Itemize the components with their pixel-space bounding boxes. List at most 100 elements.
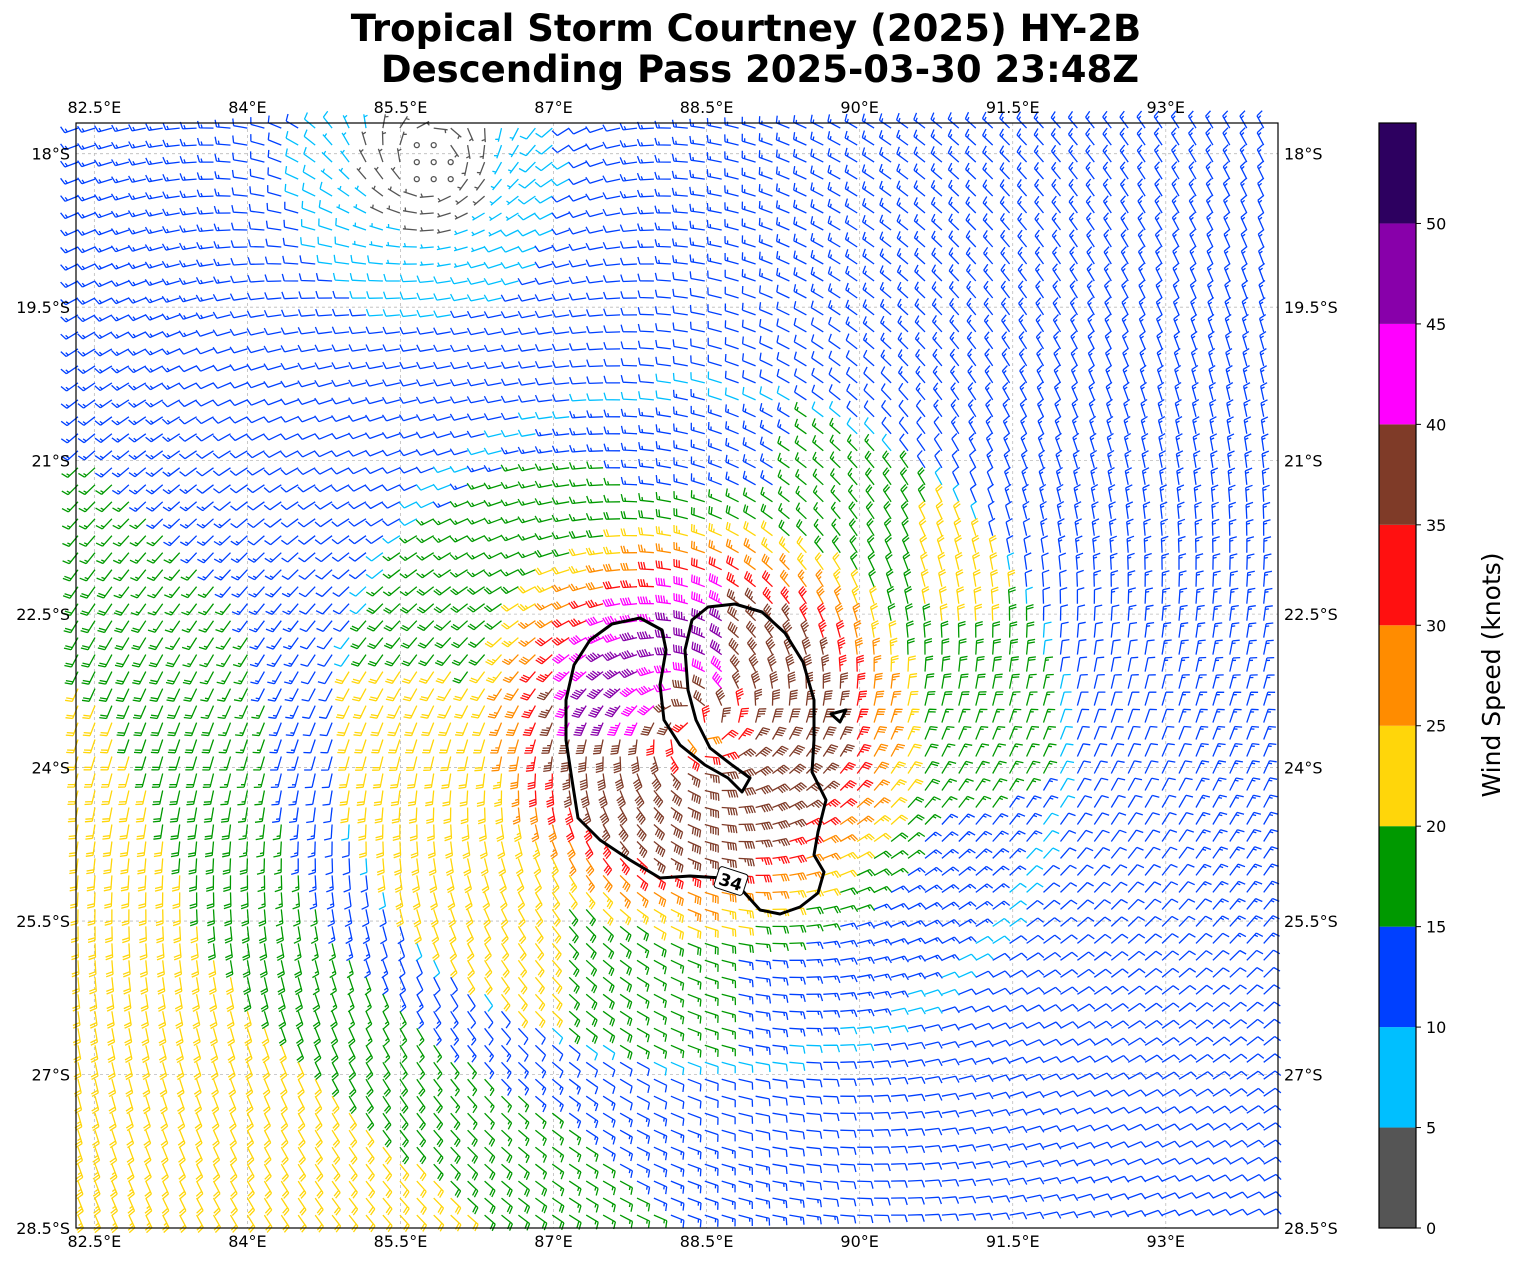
wind-barb (415, 518, 434, 526)
wind-barb (138, 909, 147, 927)
wind-barb (264, 274, 282, 283)
wind-barb (162, 1214, 170, 1233)
wind-barb (1059, 829, 1077, 842)
wind-barb (992, 778, 1008, 791)
wind-barb (214, 119, 231, 129)
wind-barb (551, 293, 570, 302)
wind-barb (483, 535, 502, 542)
wind-barb (704, 1095, 719, 1108)
wind-barb (433, 960, 441, 979)
wind-barb (1144, 967, 1163, 978)
wind-barb (1077, 968, 1095, 978)
wind-barb (789, 1078, 806, 1089)
wind-barb (924, 1127, 943, 1136)
wind-barb (203, 807, 215, 823)
wind-barb (562, 773, 571, 791)
wind-barb (1177, 535, 1186, 553)
wind-barb (1009, 777, 1025, 791)
wind-barb (585, 858, 595, 877)
wind-barb (704, 1146, 719, 1159)
wind-barb (775, 115, 790, 129)
wind-barb (192, 994, 200, 1012)
wind-barb (386, 705, 401, 719)
wind-barb (195, 467, 214, 477)
wind-barb (551, 875, 560, 894)
lon-tick-label-bottom: 84°E (228, 1232, 266, 1251)
wind-barb (758, 150, 773, 163)
wind-barb (914, 281, 926, 299)
wind-barb (947, 129, 960, 146)
wind-barb (1189, 229, 1197, 248)
wind-barb (164, 603, 181, 616)
wind-barb (377, 875, 386, 893)
wind-barb (398, 449, 418, 457)
wind-barb (571, 705, 587, 719)
wind-barb (450, 144, 460, 158)
wind-barb (857, 956, 875, 965)
wind-barb (1246, 725, 1260, 740)
wind-barb (1026, 987, 1045, 995)
wind-barb (416, 1078, 426, 1097)
wind-barb (687, 1078, 702, 1092)
wind-barb (1240, 229, 1248, 248)
wind-barb (907, 831, 926, 842)
wind-barb (602, 1095, 616, 1111)
wind-barb (111, 433, 130, 443)
wind-barb (619, 1146, 634, 1162)
wind-barb (315, 272, 333, 282)
wind-barb (1178, 708, 1191, 723)
wind-barb (1259, 365, 1268, 384)
wind-barb (365, 552, 384, 562)
wind-barb (568, 892, 578, 910)
wind-barb (241, 909, 250, 927)
wind-barb (890, 779, 907, 791)
wind-barb (883, 517, 892, 537)
wind-barb (1178, 1140, 1197, 1148)
wind-barb (551, 1044, 564, 1062)
wind-barb (198, 637, 215, 651)
wind-barb (1242, 365, 1250, 384)
wind-barb (602, 908, 614, 926)
wind-barb (144, 244, 163, 252)
wind-barb (709, 623, 723, 639)
wind-barb (433, 1163, 444, 1182)
wind-barb (755, 746, 773, 757)
wind-barb (126, 1163, 135, 1183)
wind-barb (924, 989, 943, 997)
wind-barb (1222, 161, 1231, 180)
wind-barb (975, 1074, 994, 1082)
wind-barb (724, 236, 739, 248)
wind-barb (149, 671, 164, 685)
wind-barb (831, 518, 841, 537)
wind-barb (831, 535, 841, 554)
wind-barb (620, 274, 638, 283)
wind-barb (568, 462, 587, 470)
wind-barb (1069, 263, 1078, 282)
wind-barb (721, 806, 738, 816)
wind-barb (1178, 1192, 1198, 1199)
wind-barb (500, 327, 519, 336)
wind-barb (281, 535, 299, 546)
wind-barb (857, 1095, 875, 1103)
wind-barb (500, 499, 519, 507)
wind-barb (534, 360, 553, 369)
wind-barb (673, 575, 688, 588)
wind-barb (721, 925, 737, 937)
wind-barb (1178, 1088, 1197, 1097)
wind-barb (897, 315, 909, 333)
wind-barb (788, 726, 804, 740)
wind-barb (1036, 348, 1045, 367)
wind-barb (907, 725, 921, 740)
wind-barb (416, 569, 435, 579)
wind-barb (619, 942, 632, 959)
wind-barb (413, 175, 420, 183)
wind-barb (687, 1112, 702, 1126)
wind-barb (247, 569, 265, 581)
wind-barb (775, 217, 790, 231)
wind-barb (333, 637, 350, 650)
wind-barb (382, 1112, 392, 1131)
wind-barb (602, 959, 615, 977)
wind-barb (128, 484, 147, 495)
wind-barb (1195, 553, 1204, 570)
wind-barb (954, 534, 962, 553)
